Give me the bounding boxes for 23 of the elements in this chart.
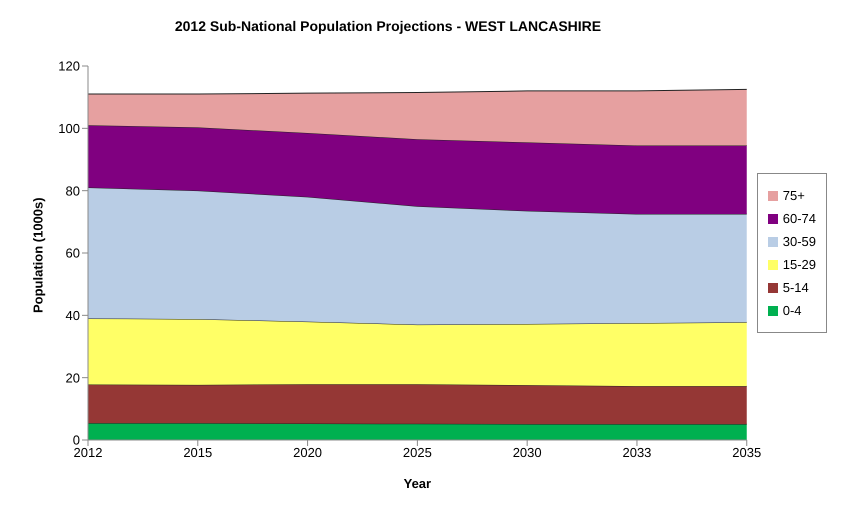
legend-label: 5-14 [782,280,809,295]
y-tick-label: 100 [58,120,80,136]
y-tick-label: 120 [58,58,80,74]
y-axis-title: Population (1000s) [30,197,46,313]
x-tick-label: 2025 [402,445,432,460]
legend-label: 30-59 [782,234,816,249]
legend-label: 75+ [782,188,805,203]
y-tick-label: 80 [66,183,80,198]
legend-label: 15-29 [782,257,816,272]
x-tick-label: 2033 [622,445,652,460]
y-tick-label: 0 [72,432,80,448]
legend-label: 0-4 [782,303,802,318]
legend-label: 60-74 [782,211,816,226]
x-tick-label: 2020 [293,445,322,460]
chart-title: 2012 Sub-National Population Projections - WEST LANCASHIRE [174,18,602,34]
x-tick-label: 2012 [74,445,102,460]
y-tick-label: 20 [66,370,80,386]
x-tick-label: 2035 [732,445,762,460]
x-tick-label: 2015 [183,445,212,460]
y-tick-label: 60 [66,246,80,261]
y-tick-label: 40 [66,308,80,323]
x-axis-title: Year [404,476,432,491]
x-tick-label: 2030 [512,445,542,460]
